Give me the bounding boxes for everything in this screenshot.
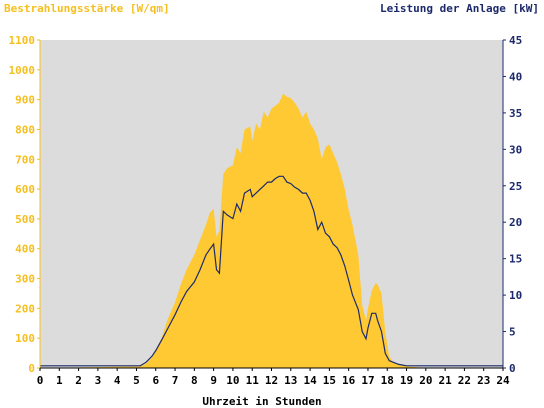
left-tick-label: 1100 [9, 34, 36, 47]
x-tick-label: 23 [477, 374, 490, 387]
right-tick-label: 40 [509, 70, 522, 83]
x-ticks: 0 1 2 3 4 5 6 7 8 9 10 11 12 13 14 15 16 17 18 19 20 21 22 23 24 [37, 368, 510, 387]
x-tick-label: 21 [439, 374, 453, 387]
left-tick-label: 400 [15, 243, 35, 256]
x-tick-label: 13 [284, 374, 297, 387]
left-tick-label: 600 [15, 183, 35, 196]
left-tick-label: 800 [15, 123, 35, 136]
x-tick-label: 5 [133, 374, 140, 387]
left-axis-title: Bestrahlungsstärke [W/qm] [4, 2, 170, 15]
x-tick-label: 10 [226, 374, 239, 387]
x-tick-label: 0 [37, 374, 44, 387]
left-tick-label: 100 [15, 332, 35, 345]
x-tick-label: 1 [56, 374, 63, 387]
right-tick-label: 5 [509, 326, 516, 339]
x-tick-label: 11 [246, 374, 260, 387]
right-tick-label: 20 [509, 216, 522, 229]
x-tick-label: 15 [323, 374, 336, 387]
right-tick-label: 35 [509, 107, 522, 120]
left-tick-label: 300 [15, 273, 35, 286]
x-tick-label: 22 [458, 374, 471, 387]
power-line [40, 175, 503, 367]
x-tick-label: 6 [152, 374, 159, 387]
x-axis-label: Uhrzeit in Stunden [202, 395, 321, 408]
left-tick-label: 500 [15, 213, 35, 226]
right-tick-label: 0 [509, 362, 516, 375]
right-tick-label: 45 [509, 34, 522, 47]
right-tick-label: 10 [509, 289, 522, 302]
left-tick-label: 700 [15, 153, 35, 166]
right-tick-label: 15 [509, 253, 522, 266]
x-tick-label: 14 [303, 374, 317, 387]
irradiance-area [40, 93, 503, 368]
x-tick-label: 4 [114, 374, 121, 387]
left-y-ticks: 0 100 200 300 400 500 600 700 800 900 1000 1100 [9, 34, 40, 375]
x-tick-label: 7 [172, 374, 179, 387]
left-tick-label: 200 [15, 302, 35, 315]
left-tick-label: 1000 [9, 64, 36, 77]
x-tick-label: 2 [75, 374, 82, 387]
x-tick-label: 3 [95, 374, 102, 387]
x-tick-label: 24 [496, 374, 510, 387]
x-tick-label: 18 [381, 374, 394, 387]
right-tick-label: 25 [509, 180, 522, 193]
left-tick-label: 0 [28, 362, 35, 375]
x-tick-label: 16 [342, 374, 356, 387]
right-axis-title: Leistung der Anlage [kW] [380, 2, 539, 15]
x-tick-label: 12 [265, 374, 278, 387]
right-y-ticks: 0 5 10 15 20 25 30 35 40 45 [503, 34, 522, 375]
left-tick-label: 900 [15, 94, 35, 107]
x-tick-label: 20 [419, 374, 432, 387]
x-tick-label: 17 [361, 374, 374, 387]
x-tick-label: 8 [191, 374, 198, 387]
right-tick-label: 30 [509, 143, 522, 156]
x-tick-label: 9 [210, 374, 217, 387]
x-tick-label: 19 [400, 374, 413, 387]
